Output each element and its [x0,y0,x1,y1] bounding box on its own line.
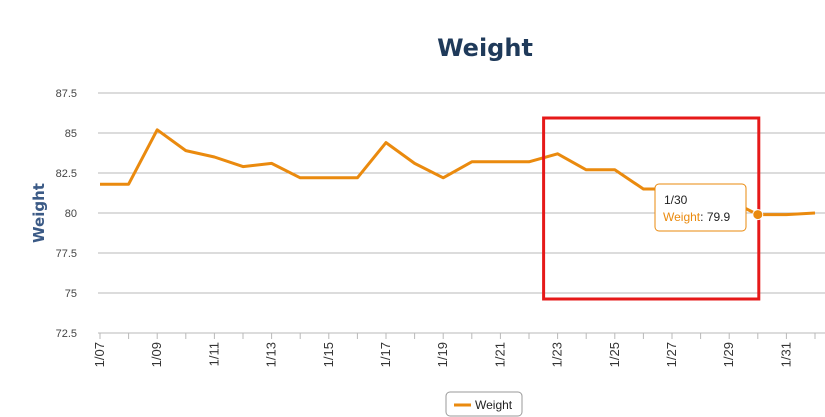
x-tick-label: 1/29 [721,342,736,367]
legend-item-weight: Weight [475,398,513,412]
y-tick-label: 80 [65,208,77,220]
tooltip-box [654,183,747,232]
tooltip-series-name: Weight [663,210,701,224]
y-axis-label: Weight [30,183,48,243]
legend[interactable]: Weight [445,391,523,417]
x-tick-label: 1/11 [206,342,221,366]
x-tick-label: 1/19 [435,342,450,367]
highlight-box [542,116,761,301]
y-axis-ticks: 72.5 75 77.5 80 82.5 85 87.5 [56,88,77,340]
y-tick-label: 72.5 [56,328,77,340]
y-tick-label: 75 [65,288,77,300]
x-axis-ticks: 1/07 1/09 1/11 1/13 1/15 1/17 1/19 1/21 1/23 1/25… [92,333,816,367]
grid-lines [98,92,825,334]
y-tick-label: 85 [65,128,77,140]
x-tick-label: 1/23 [550,342,565,367]
chart-title: Weight [437,34,533,62]
y-tick-label: 87.5 [56,88,77,100]
x-tick-label: 1/27 [664,342,679,367]
tooltip-value: 79.9 [707,210,731,224]
x-tick-label: 1/21 [492,342,507,367]
x-tick-label: 1/17 [378,342,393,367]
legend-box [445,391,523,417]
x-tick-label: 1/15 [321,342,336,367]
tooltip: 1/30 Weight: 79.9 [654,183,747,232]
tooltip-separator: : [700,210,707,224]
x-tick-label: 1/07 [92,342,107,367]
y-tick-label: 82.5 [56,168,77,180]
x-tick-label: 1/25 [607,342,622,367]
tooltip-value-line: Weight: 79.9 [663,210,730,224]
x-tick-label: 1/31 [778,342,793,367]
x-tick-label: 1/13 [264,342,279,367]
hover-data-point[interactable] [752,209,764,221]
y-tick-label: 77.5 [56,248,77,260]
x-tick-label: 1/09 [149,342,164,367]
tooltip-date: 1/30 [664,193,688,207]
